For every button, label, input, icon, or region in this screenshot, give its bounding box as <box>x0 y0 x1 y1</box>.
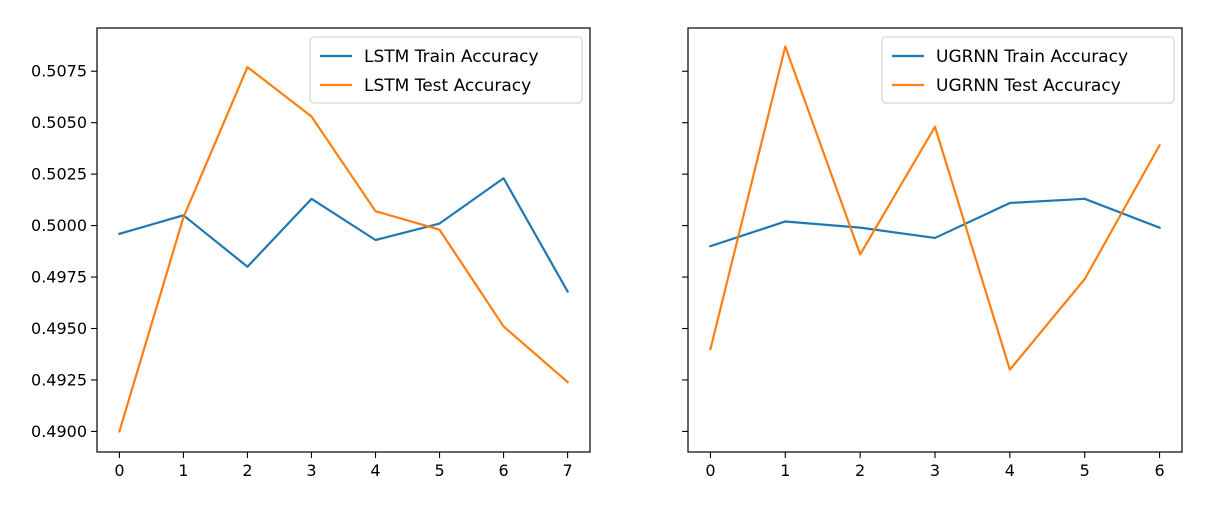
y-tick-label: 0.5025 <box>31 165 87 184</box>
legend-label: UGRNN Train Accuracy <box>936 47 1128 67</box>
y-tick-label: 0.4975 <box>31 268 87 287</box>
series-line-train <box>118 177 570 293</box>
legend: UGRNN Train Accuracy UGRNN Test Accuracy <box>881 36 1175 104</box>
legend-label: LSTM Test Accuracy <box>364 76 531 96</box>
x-tick-label: 2 <box>242 461 252 480</box>
y-tick-label: 0.5000 <box>31 216 87 235</box>
y-tick-label: 0.4925 <box>31 370 87 389</box>
chart-right: 0 1 2 3 4 5 6 UGRNN Train Accuracy UGRNN Test Ac… <box>682 27 1183 480</box>
y-tick-label: 0.5050 <box>31 113 87 132</box>
x-tick-label: 7 <box>562 461 572 480</box>
x-tick-label: 3 <box>306 461 316 480</box>
legend-box <box>881 36 1175 104</box>
x-tick-label: 0 <box>705 461 715 480</box>
x-tick-label: 4 <box>370 461 380 480</box>
series-line-test <box>118 66 570 433</box>
x-tick-label: 5 <box>1080 461 1090 480</box>
legend-label: UGRNN Test Accuracy <box>936 76 1121 96</box>
chart-left: 0 1 2 3 4 5 6 7 0.4900 0.4925 0.4950 0.4975 0.5000 0.… <box>31 27 591 480</box>
y-tick-label: 0.5075 <box>31 62 87 81</box>
x-tick-label: 6 <box>498 461 508 480</box>
axes-frame <box>96 27 591 453</box>
x-tick-label: 1 <box>780 461 790 480</box>
x-tick-label: 0 <box>114 461 124 480</box>
legend-box <box>309 36 583 104</box>
x-tick-label: 4 <box>1005 461 1015 480</box>
x-tick-label: 3 <box>930 461 940 480</box>
series-line-train <box>709 197 1161 248</box>
legend: LSTM Train Accuracy LSTM Test Accuracy <box>309 36 583 104</box>
legend-label: LSTM Train Accuracy <box>364 47 539 67</box>
y-tick-label: 0.4900 <box>31 422 87 441</box>
x-tick-label: 2 <box>855 461 865 480</box>
y-tick-label: 0.4950 <box>31 319 87 338</box>
x-tick-label: 6 <box>1154 461 1164 480</box>
x-tick-label: 1 <box>178 461 188 480</box>
x-tick-label: 5 <box>434 461 444 480</box>
